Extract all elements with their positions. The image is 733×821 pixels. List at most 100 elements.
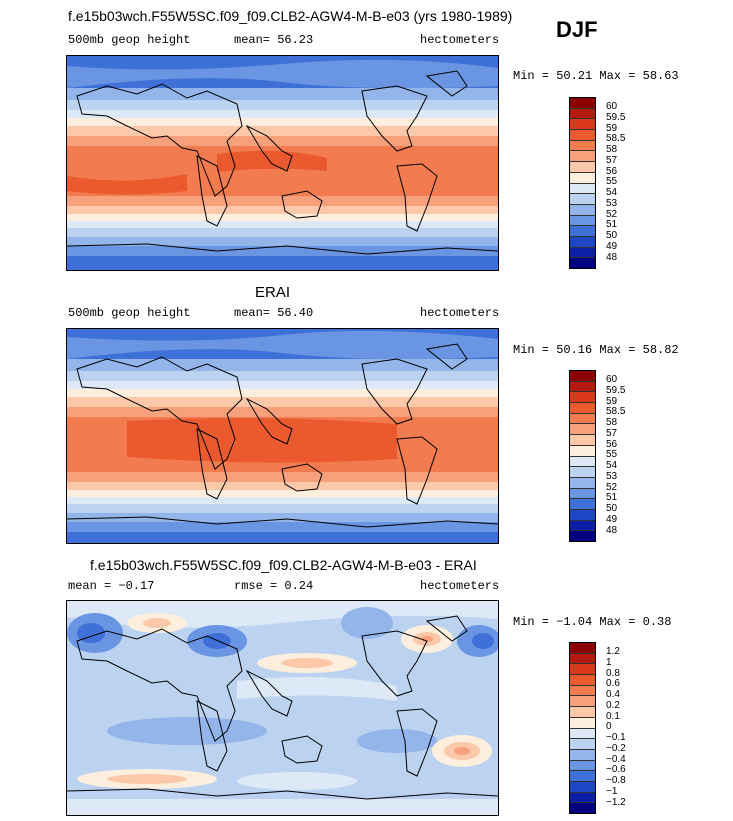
colorbar-swatch [570,183,595,195]
colorbar-swatch [570,696,595,708]
contour-map [67,56,498,270]
units-label: hectometers [420,306,500,320]
colorbar-swatch [570,130,595,141]
colorbar-swatch [570,477,595,489]
colorbar-swatch [570,226,595,237]
colorbar-swatch [570,728,595,740]
colorbar-tick: 51 [606,219,618,230]
rmse-label: rmse = 0.24 [234,579,314,593]
colorbar-difference [569,642,596,814]
colorbar-tick: 52 [606,482,618,493]
colorbar-tick: 59 [606,123,618,134]
contour-map [67,601,498,815]
colorbar-swatch [570,392,595,404]
colorbar-swatch [570,781,595,793]
map-model [66,55,499,271]
colorbar-swatch [570,771,595,782]
colorbar-tick: 52 [606,209,618,220]
colorbar-swatch [570,435,595,446]
minmax-label: Min = 50.21 Max = 58.63 [513,69,679,83]
colorbar-tick: 59.5 [606,112,626,123]
colorbar-swatch [570,151,595,163]
colorbar-tick: 0 [606,721,612,732]
colorbar-tick: 55 [606,176,618,187]
colorbar-swatch [570,467,595,478]
colorbar-swatch [570,792,595,804]
colorbar-tick: 1 [606,657,612,668]
colorbar-tick: 49 [606,514,618,525]
colorbar-swatch [570,247,595,259]
colorbar-tick: −1 [606,786,618,797]
colorbar-swatch [570,258,595,268]
colorbar-tick: 0.2 [606,700,620,711]
panel-title: f.e15b03wch.F55W5SC.f09_f09.CLB2-AGW4-M-… [68,8,513,24]
season-label: DJF [556,17,598,42]
colorbar-swatch [570,685,595,697]
colorbar-swatch [570,424,595,436]
colorbar-tick: 51 [606,492,618,503]
colorbar-tick: 59.5 [606,385,626,396]
colorbar-tick: −0.4 [606,754,626,765]
colorbar-tick: −1.2 [606,797,626,808]
variable-label: 500mb geop height [68,306,191,320]
colorbar-swatch [570,381,595,393]
variable-label: 500mb geop height [68,33,191,47]
colorbar-swatch [570,803,595,813]
panel-title: f.e15b03wch.F55W5SC.f09_f09.CLB2-AGW4-M-… [90,557,477,573]
colorbar-swatch [570,531,595,541]
colorbar-tick: 55 [606,449,618,460]
colorbar-tick: 58.5 [606,133,626,144]
colorbar-erai [569,370,596,542]
colorbar-tick: 53 [606,471,618,482]
colorbar-tick: 0.1 [606,711,620,722]
colorbar-tick: −0.1 [606,732,626,743]
colorbar-tick: 57 [606,428,618,439]
colorbar-swatch [570,215,595,227]
colorbar-swatch [570,653,595,665]
colorbar-swatch [570,643,595,654]
colorbar-swatch [570,520,595,532]
colorbar-tick: 58 [606,417,618,428]
mean-label: mean = −0.17 [68,579,155,593]
colorbar-tick: 49 [606,241,618,252]
colorbar-swatch [570,499,595,510]
mean-label: mean= 56.23 [234,33,314,47]
colorbar-swatch [570,236,595,248]
colorbar-tick: 58.5 [606,406,626,417]
colorbar-swatch [570,98,595,109]
mean-label: mean= 56.40 [234,306,314,320]
colorbar-tick: −0.2 [606,743,626,754]
colorbar-swatch [570,371,595,382]
colorbar-swatch [570,707,595,718]
colorbar-swatch [570,749,595,761]
colorbar-tick: 0.6 [606,678,620,689]
colorbar-swatch [570,760,595,772]
colorbar-model [569,97,596,269]
colorbar-swatch [570,739,595,750]
colorbar-tick: −0.6 [606,764,626,775]
colorbar-swatch [570,140,595,152]
colorbar-swatch [570,456,595,468]
colorbar-tick: 60 [606,374,618,385]
colorbar-swatch [570,717,595,729]
colorbar-tick: 53 [606,198,618,209]
colorbar-tick: 50 [606,503,618,514]
colorbar-swatch [570,119,595,131]
colorbar-swatch [570,204,595,216]
minmax-label: Min = −1.04 Max = 0.38 [513,615,672,629]
units-label: hectometers [420,33,500,47]
units-label: hectometers [420,579,500,593]
colorbar-tick: 58 [606,144,618,155]
minmax-label: Min = 50.16 Max = 58.82 [513,343,679,357]
colorbar-tick: −0.8 [606,775,626,786]
colorbar-swatch [570,162,595,173]
colorbar-tick: 56 [606,439,618,450]
colorbar-swatch [570,403,595,414]
colorbar-tick: 0.8 [606,668,620,679]
colorbar-tick: 57 [606,155,618,166]
colorbar-swatch [570,445,595,457]
colorbar-swatch [570,488,595,500]
colorbar-tick: 56 [606,166,618,177]
panel-title: ERAI [255,284,291,301]
colorbar-swatch [570,194,595,205]
